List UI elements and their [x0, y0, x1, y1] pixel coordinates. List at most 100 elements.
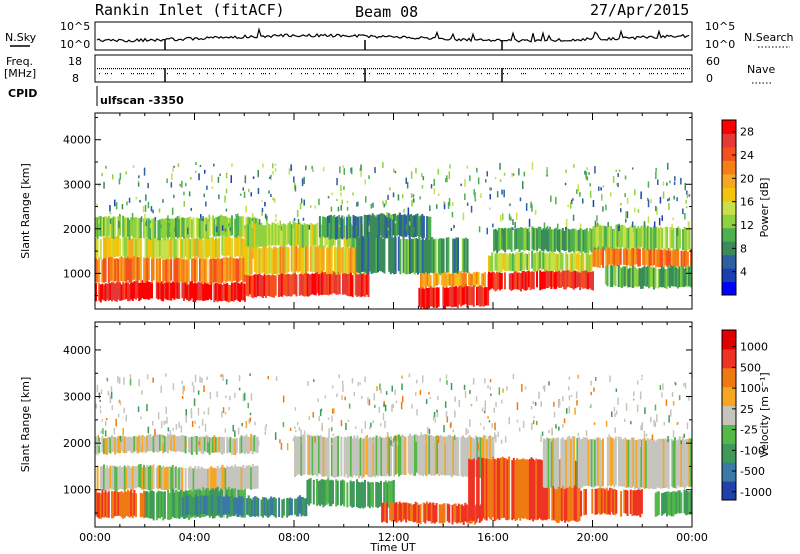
power-speckle	[612, 176, 615, 183]
velocity-cell	[327, 436, 330, 478]
velocity-speckle	[274, 432, 277, 440]
freq-label: Freq.	[6, 55, 33, 68]
colorbar-tick-label: -1000	[740, 486, 772, 499]
velocity-speckle	[234, 430, 236, 438]
velocity-cell	[635, 440, 638, 488]
power-speckle	[233, 227, 236, 235]
power-cell	[207, 283, 209, 301]
velocity-speckle	[385, 391, 388, 395]
power-cell	[192, 257, 195, 282]
power-cell	[273, 275, 276, 298]
power-cell	[686, 251, 689, 268]
power-cell	[199, 218, 201, 239]
freq-dot	[557, 68, 558, 70]
freq-dot	[145, 68, 146, 70]
velocity-cell	[685, 438, 688, 488]
velocity-cell	[312, 479, 315, 505]
xtick-label: 00:00	[676, 531, 708, 544]
freq-dot	[643, 68, 644, 70]
power-speckle	[522, 181, 524, 189]
velocity-speckle	[484, 400, 487, 406]
velocity-speckle	[216, 391, 218, 398]
velocity-cell	[438, 504, 441, 524]
power-cell	[458, 285, 461, 305]
power-cell	[477, 285, 480, 306]
power-cell	[421, 273, 424, 288]
power-cell	[539, 270, 542, 291]
velocity-cell	[398, 434, 400, 477]
power-cell	[234, 237, 237, 258]
freq-dot	[603, 68, 604, 70]
freq-dot	[687, 68, 688, 70]
velocity-cell	[219, 467, 222, 491]
velocity-cell	[207, 436, 209, 453]
power-speckle	[212, 215, 214, 221]
velocity-cell	[281, 499, 284, 518]
power-cell	[351, 246, 354, 273]
power-cell	[515, 252, 518, 272]
freq-dot	[591, 68, 592, 70]
velocity-cell	[374, 437, 376, 478]
velocity-cell	[232, 467, 235, 490]
power-cell	[135, 281, 137, 300]
nave-dot	[583, 73, 584, 75]
nave-dot	[401, 73, 402, 75]
colorbar-swatch	[722, 133, 736, 148]
velocity-speckle	[595, 376, 597, 381]
velocity-speckle	[391, 404, 393, 412]
velocity-speckle	[172, 383, 175, 390]
power-cell	[250, 224, 253, 248]
power-cell	[195, 217, 198, 239]
power-cell	[176, 237, 179, 258]
power-cell	[484, 285, 486, 306]
power-cell	[117, 258, 120, 283]
power-cell	[341, 247, 344, 274]
power-cell	[187, 238, 190, 259]
power-speckle	[336, 198, 338, 201]
velocity-cell	[607, 490, 610, 515]
power-speckle	[340, 204, 342, 211]
power-cell	[666, 250, 669, 267]
freq-dot	[331, 68, 332, 70]
velocity-cell	[250, 434, 253, 451]
power-speckle	[183, 200, 185, 207]
power-cell	[104, 216, 107, 238]
velocity-speckle	[498, 387, 501, 395]
power-speckle	[280, 226, 283, 231]
power-cell	[223, 216, 225, 236]
power-cell	[510, 253, 513, 272]
velocity-speckle	[374, 404, 376, 408]
power-cell	[450, 273, 453, 288]
power-cell	[199, 257, 201, 282]
power-cell	[378, 236, 381, 271]
power-cell	[662, 248, 665, 268]
freq-dot	[171, 68, 172, 70]
velocity-cell	[460, 436, 463, 477]
velocity-speckle	[444, 401, 447, 408]
power-cell	[569, 253, 572, 272]
power-cell	[609, 265, 612, 287]
power-speckle	[279, 220, 281, 228]
freq-dot	[399, 68, 400, 70]
power-cell	[550, 270, 553, 290]
power-cell	[579, 228, 582, 253]
power-cell	[566, 270, 569, 288]
power-cell	[521, 252, 524, 270]
velocity-cell	[157, 465, 160, 490]
power-cell	[247, 224, 250, 247]
power-cell	[229, 256, 232, 282]
velocity-cell	[179, 489, 182, 518]
power-cell	[571, 228, 574, 251]
power-cell	[106, 217, 109, 238]
velocity-speckle	[489, 379, 492, 383]
power-cell	[683, 249, 686, 267]
velocity-speckle	[232, 424, 234, 432]
velocity-speckle	[141, 390, 143, 395]
power-cell	[373, 236, 376, 273]
power-cell	[167, 218, 169, 239]
velocity-cell	[170, 434, 173, 452]
power-speckle	[257, 187, 260, 194]
power-speckle	[109, 218, 112, 224]
velocity-cell	[662, 492, 665, 515]
power-cell	[109, 283, 112, 300]
